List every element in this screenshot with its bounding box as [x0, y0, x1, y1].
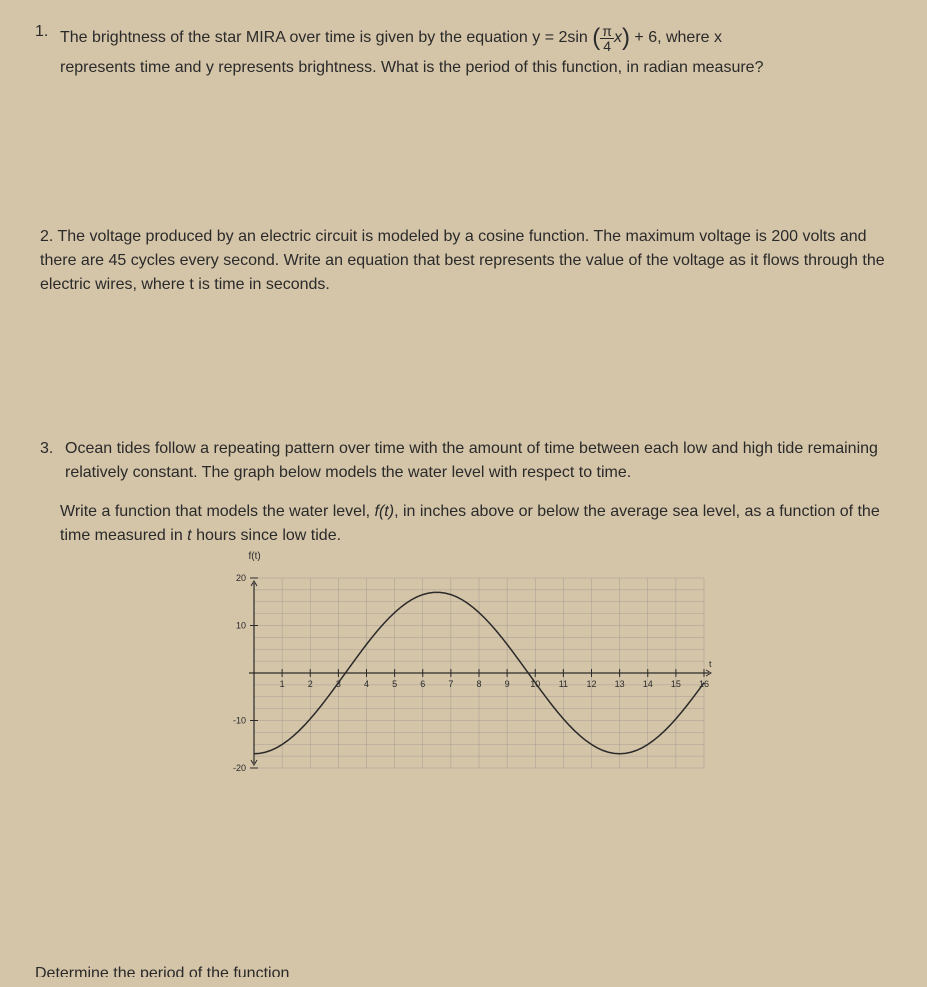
question-3: 3. Ocean tides follow a repeating patter… — [40, 437, 892, 548]
fraction-denominator: 4 — [600, 39, 614, 53]
svg-text:-20: -20 — [232, 763, 245, 773]
q2-text: The voltage produced by an electric circ… — [40, 228, 885, 293]
q3-text: Ocean tides follow a repeating pattern o… — [65, 440, 878, 481]
svg-text:12: 12 — [586, 679, 596, 689]
question-1: 1. The brightness of the star MIRA over … — [35, 20, 892, 80]
fraction-var: x — [614, 29, 622, 46]
q3-ft: f(t) — [375, 503, 395, 520]
q1-line2: represents time and y represents brightn… — [60, 56, 892, 80]
fraction: π4 — [600, 24, 614, 53]
q1-text-part2: + 6, where x — [630, 29, 722, 46]
y-axis-label: f(t) — [249, 551, 261, 562]
open-paren: ( — [592, 24, 600, 51]
q1-body: The brightness of the star MIRA over tim… — [60, 20, 892, 80]
svg-text:13: 13 — [614, 679, 624, 689]
chart-container: f(t) t-20-10102012345678910111213141516 — [214, 563, 714, 793]
svg-text:8: 8 — [476, 679, 481, 689]
svg-text:20: 20 — [235, 573, 245, 583]
tide-chart: t-20-10102012345678910111213141516 — [214, 563, 714, 793]
fraction-numerator: π — [600, 24, 614, 39]
q2-number: 2. — [40, 228, 53, 245]
svg-text:6: 6 — [420, 679, 425, 689]
svg-text:5: 5 — [392, 679, 397, 689]
q3-sub-part3: hours since low tide. — [192, 527, 341, 544]
svg-text:7: 7 — [448, 679, 453, 689]
svg-text:t: t — [709, 659, 712, 669]
close-paren: ) — [622, 24, 630, 51]
svg-text:15: 15 — [670, 679, 680, 689]
bottom-partial-text: Determine the period of the function — [35, 965, 289, 977]
q1-text-part1: The brightness of the star MIRA over tim… — [60, 29, 592, 46]
q3-number: 3. — [40, 437, 65, 461]
svg-text:4: 4 — [363, 679, 368, 689]
svg-text:1: 1 — [279, 679, 284, 689]
svg-text:2: 2 — [307, 679, 312, 689]
q1-number: 1. — [35, 20, 60, 44]
svg-text:9: 9 — [504, 679, 509, 689]
q3-body: Ocean tides follow a repeating pattern o… — [65, 437, 892, 485]
q3-subtext: Write a function that models the water l… — [60, 500, 892, 548]
svg-text:-10: -10 — [232, 716, 245, 726]
svg-text:10: 10 — [235, 621, 245, 631]
svg-text:14: 14 — [642, 679, 652, 689]
svg-text:11: 11 — [558, 679, 567, 689]
q3-sub-part1: Write a function that models the water l… — [60, 503, 375, 520]
question-2: 2. The voltage produced by an electric c… — [40, 225, 892, 297]
